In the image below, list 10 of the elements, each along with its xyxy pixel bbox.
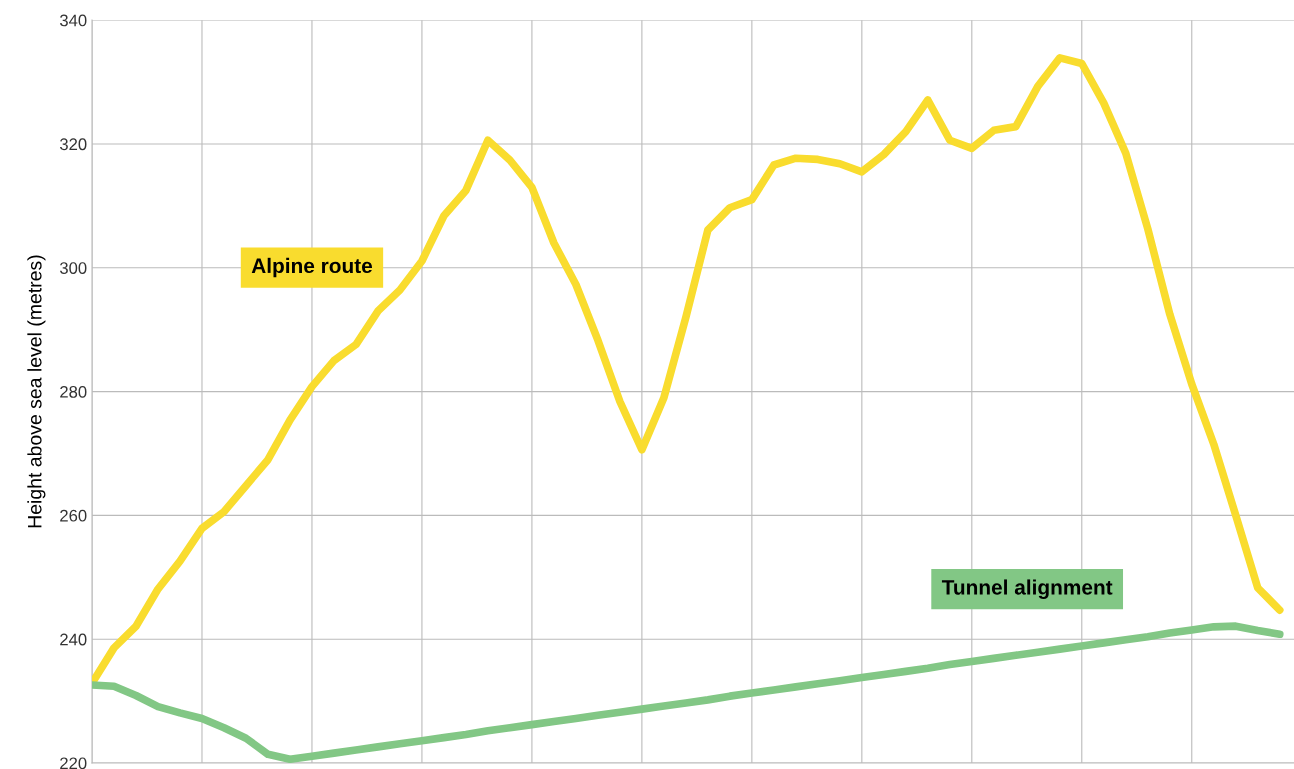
y-tick-label: 220 (60, 757, 87, 769)
y-tick-label: 320 (59, 138, 87, 151)
y-tick-label: 240 (60, 633, 87, 646)
y-tick-label: 260 (60, 509, 87, 522)
y-tick-label: 300 (59, 262, 87, 274)
y-axis-title: Height above sea level (metres) (27, 255, 46, 528)
y-tick-label: 280 (60, 385, 87, 398)
text: Tunnel alignment (941, 579, 1113, 599)
y-tick-label: 340 (59, 14, 87, 27)
series-label: Alpine route (251, 257, 373, 278)
